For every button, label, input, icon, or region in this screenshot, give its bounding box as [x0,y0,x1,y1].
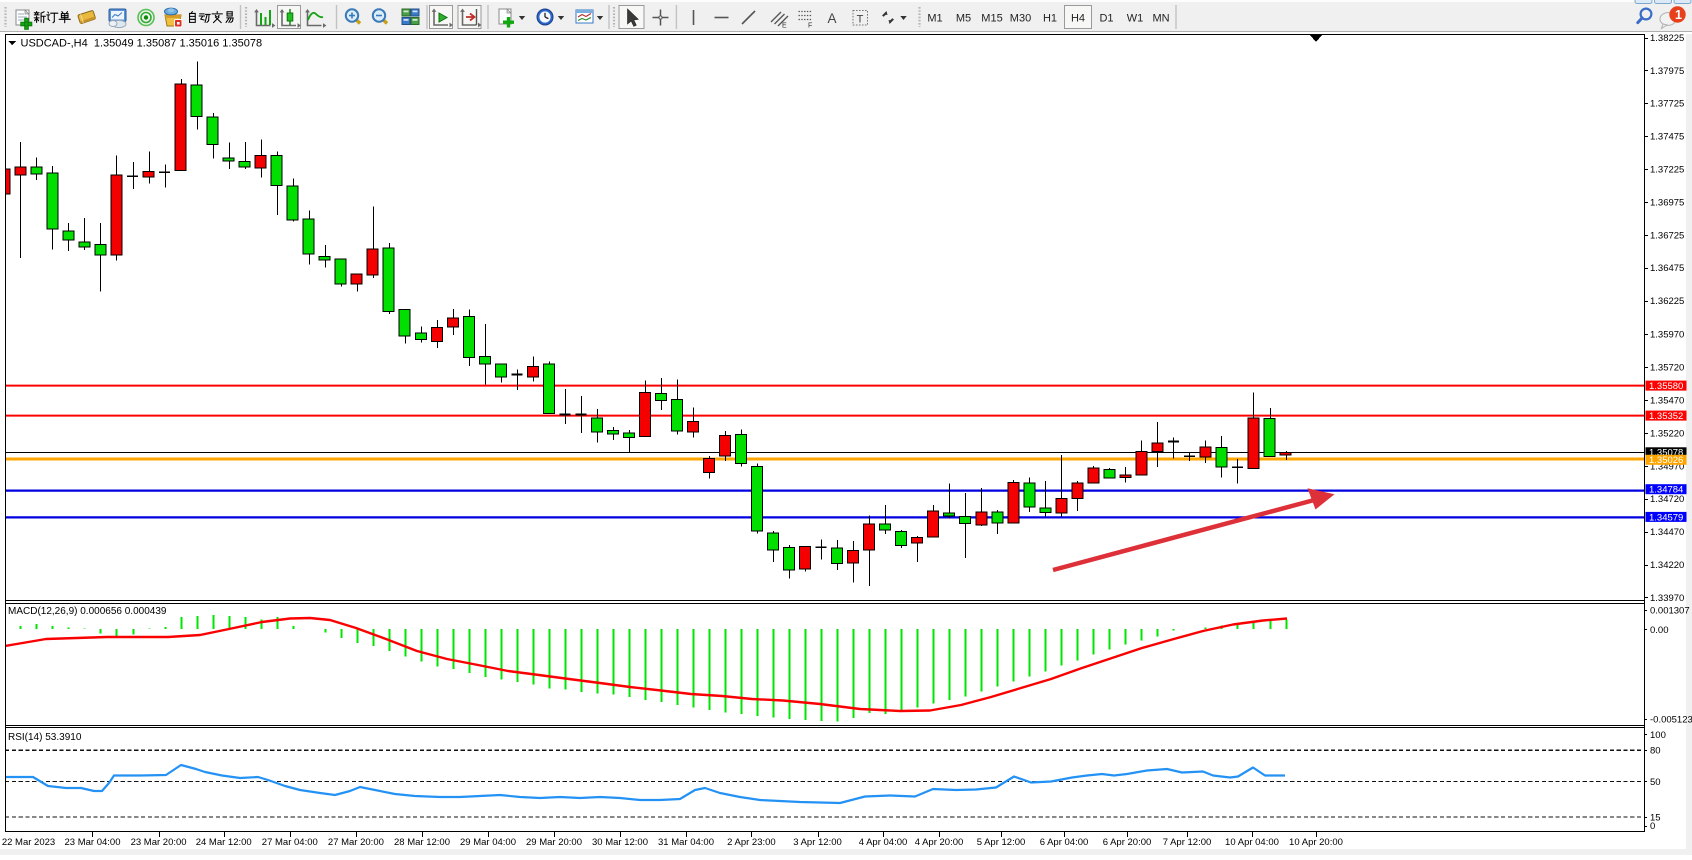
svg-text:M15: M15 [981,13,1002,25]
svg-text:23 Mar 04:00: 23 Mar 04:00 [65,837,121,848]
svg-text:100: 100 [1650,730,1666,741]
svg-text:50: 50 [1650,777,1661,788]
svg-text:1.34220: 1.34220 [1650,560,1684,571]
svg-text:A: A [828,11,837,26]
svg-text:1.35220: 1.35220 [1650,428,1684,439]
svg-text:1.37475: 1.37475 [1650,132,1684,143]
svg-text:30 Mar 12:00: 30 Mar 12:00 [592,837,648,848]
svg-text:1.35352: 1.35352 [1649,411,1683,422]
svg-text:80: 80 [1650,746,1661,757]
svg-text:27 Mar 20:00: 27 Mar 20:00 [328,837,384,848]
svg-text:1.37225: 1.37225 [1650,165,1684,176]
svg-text:-0.005123: -0.005123 [1650,715,1692,726]
svg-text:F: F [808,23,812,30]
svg-text:H1: H1 [1043,13,1057,25]
svg-text:1.33970: 1.33970 [1650,593,1684,604]
svg-text:USDCAD-,H4 1.35049 1.35087 1.: USDCAD-,H4 1.35049 1.35087 1.35016 1.350… [21,38,263,50]
svg-text:MN: MN [1152,13,1169,25]
svg-text:22 Mar 2023: 22 Mar 2023 [2,837,55,848]
svg-text:10 Apr 04:00: 10 Apr 04:00 [1225,837,1279,848]
svg-text:1: 1 [1675,8,1682,22]
svg-text:1.35720: 1.35720 [1650,363,1684,374]
svg-text:1.37975: 1.37975 [1650,66,1684,77]
svg-text:1.38225: 1.38225 [1650,33,1684,44]
svg-text:7 Apr 12:00: 7 Apr 12:00 [1163,837,1212,848]
svg-text:24 Mar 12:00: 24 Mar 12:00 [196,837,252,848]
svg-text:27 Mar 04:00: 27 Mar 04:00 [262,837,318,848]
svg-text:1.35970: 1.35970 [1650,330,1684,341]
svg-text:M5: M5 [956,13,971,25]
svg-text:W1: W1 [1127,13,1144,25]
svg-text:M1: M1 [927,13,942,25]
svg-text:1.34784: 1.34784 [1649,485,1683,496]
svg-text:1.35580: 1.35580 [1649,381,1683,392]
svg-text:1.35026: 1.35026 [1649,455,1683,466]
svg-text:1.36725: 1.36725 [1650,230,1684,241]
svg-text:E: E [782,23,787,30]
svg-text:1.37725: 1.37725 [1650,99,1684,110]
svg-text:10 Apr 20:00: 10 Apr 20:00 [1289,837,1343,848]
svg-text:RSI(14) 53.3910: RSI(14) 53.3910 [8,732,82,743]
svg-text:3 Apr 12:00: 3 Apr 12:00 [793,837,842,848]
svg-text:M30: M30 [1010,13,1031,25]
svg-text:0.001307: 0.001307 [1650,606,1690,617]
svg-text:29 Mar 20:00: 29 Mar 20:00 [526,837,582,848]
svg-text:6 Apr 20:00: 6 Apr 20:00 [1103,837,1152,848]
svg-text:1.35470: 1.35470 [1650,396,1684,407]
svg-text:29 Mar 04:00: 29 Mar 04:00 [460,837,516,848]
svg-text:4 Apr 20:00: 4 Apr 20:00 [915,837,964,848]
svg-text:5 Apr 12:00: 5 Apr 12:00 [977,837,1026,848]
svg-text:1.34720: 1.34720 [1650,494,1684,505]
svg-text:H4: H4 [1071,13,1085,25]
svg-text:2 Apr 23:00: 2 Apr 23:00 [727,837,776,848]
svg-text:1.34579: 1.34579 [1649,512,1683,523]
svg-text:6 Apr 04:00: 6 Apr 04:00 [1040,837,1089,848]
svg-text:28 Mar 12:00: 28 Mar 12:00 [394,837,450,848]
svg-text:23 Mar 20:00: 23 Mar 20:00 [131,837,187,848]
svg-text:1.34470: 1.34470 [1650,527,1684,538]
svg-text:1.36225: 1.36225 [1650,296,1684,307]
svg-text:0: 0 [1650,821,1655,832]
svg-text:T: T [857,14,864,26]
svg-text:31 Mar 04:00: 31 Mar 04:00 [658,837,714,848]
svg-text:MACD(12,26,9) 0.000656 0.00043: MACD(12,26,9) 0.000656 0.000439 [8,606,167,617]
svg-text:4 Apr 04:00: 4 Apr 04:00 [859,837,908,848]
svg-text:0.00: 0.00 [1650,625,1669,636]
svg-text:1.36475: 1.36475 [1650,263,1684,274]
svg-text:1.36975: 1.36975 [1650,197,1684,208]
svg-text:D1: D1 [1099,13,1113,25]
